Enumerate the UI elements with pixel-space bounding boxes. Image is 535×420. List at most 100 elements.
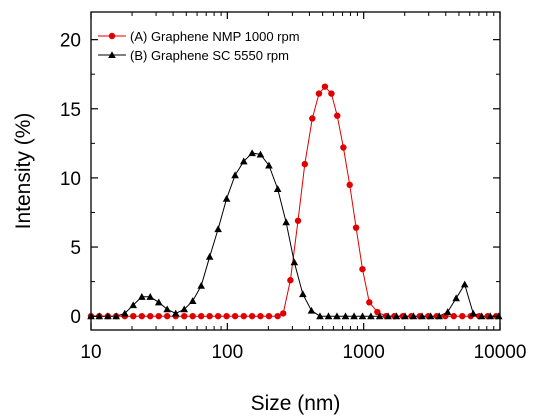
series-1-point <box>418 312 426 320</box>
series-1-point <box>392 312 401 320</box>
series-1-point <box>265 161 273 169</box>
series-0-point <box>130 312 137 320</box>
series-1-point <box>129 301 138 309</box>
series-0-point <box>294 217 302 224</box>
series-1-point <box>239 157 248 165</box>
series-1-point <box>180 305 189 313</box>
series-0-point <box>206 312 213 320</box>
series-0-point <box>334 112 341 119</box>
series-0-point <box>280 310 287 317</box>
y-tick-label: 0 <box>70 307 81 328</box>
series-0-point <box>265 312 273 320</box>
series-1-point <box>222 194 231 202</box>
series-0-point <box>214 312 222 320</box>
series-1-point <box>486 312 495 320</box>
y-tick-label: 10 <box>60 169 81 190</box>
series-1-point <box>163 305 171 313</box>
series-0-point <box>163 312 171 320</box>
series-0-point <box>248 312 256 320</box>
plot-markers <box>87 83 503 320</box>
series-1-point <box>316 312 324 320</box>
series-1-point <box>401 312 409 320</box>
x-axis-ticks <box>90 12 501 330</box>
y-axis-tick-labels: 0 5 10 15 20 <box>60 31 81 329</box>
series-1-point <box>138 293 146 300</box>
series-1-point <box>358 312 367 320</box>
x-tick-label: 1000 <box>343 342 385 363</box>
legend-entry-b: (B) Graphene SC 5550 rpm <box>98 48 289 63</box>
series-1-point <box>248 149 256 157</box>
y-tick-label: 5 <box>70 238 81 259</box>
series-0-point <box>223 312 230 320</box>
series-1-point <box>469 309 478 317</box>
y-tick-label: 20 <box>60 31 81 52</box>
plot-frame <box>90 11 501 331</box>
series-1-point <box>435 312 443 320</box>
series-0-point <box>309 115 316 122</box>
series-1-point <box>231 171 239 179</box>
series-1-point <box>146 293 155 300</box>
series-0-point <box>274 312 281 320</box>
series-0-point <box>189 312 196 320</box>
series-0-point <box>459 312 466 320</box>
series-1-point <box>333 312 341 320</box>
series-0-point <box>321 83 329 90</box>
series-1-point <box>375 312 384 320</box>
series-1-point <box>273 185 282 193</box>
x-axis-tick-labels: 10 100 1000 10000 <box>80 342 526 363</box>
y-axis-ticks <box>91 39 500 317</box>
legend-a-marker <box>108 32 116 40</box>
series-0-point <box>346 181 353 189</box>
series-0-point <box>359 265 366 273</box>
series-0-point <box>147 312 154 320</box>
series-1-point <box>307 306 316 314</box>
series-0-point <box>181 312 188 320</box>
series-1-point <box>290 258 299 266</box>
series-1-point <box>197 281 205 289</box>
series-1-line <box>91 152 499 317</box>
series-0-point <box>374 308 381 316</box>
series-1-point <box>384 312 392 320</box>
series-1-point <box>350 312 358 320</box>
legend-entry-a: (A) Graphene NMP 1000 rpm <box>98 29 300 44</box>
series-1-point <box>95 312 104 320</box>
series-1-point <box>460 280 469 288</box>
series-1-point <box>299 290 307 298</box>
x-tick-label: 10000 <box>474 342 527 363</box>
series-1-point <box>282 218 290 226</box>
series-0-point <box>366 299 373 306</box>
series-1-point <box>341 312 350 320</box>
series-0-point <box>450 312 457 320</box>
series-0-point <box>315 90 323 97</box>
series-1-point <box>121 309 129 317</box>
series-0-line <box>91 85 497 317</box>
series-1-point <box>154 298 163 306</box>
series-1-point <box>443 308 452 316</box>
series-1-point <box>324 312 333 320</box>
series-0-point <box>197 312 205 320</box>
plot-lines <box>91 85 499 317</box>
series-1-point <box>112 312 120 320</box>
y-tick-label: 15 <box>60 100 81 121</box>
series-0-point <box>301 160 308 168</box>
series-1-point <box>205 252 214 260</box>
series-0-point <box>352 224 360 231</box>
series-0-point <box>328 90 335 97</box>
series-0-point <box>138 312 146 320</box>
series-0-point <box>287 277 294 284</box>
series-0-point <box>155 312 162 320</box>
x-tick-label: 10 <box>80 342 101 363</box>
x-tick-label: 100 <box>211 342 243 363</box>
series-1-point <box>426 312 435 320</box>
series-1-point <box>188 297 197 305</box>
series-1-point <box>171 309 180 317</box>
legend-b-marker <box>108 51 116 59</box>
x-axis-label: Size (nm) <box>251 392 341 415</box>
series-0-point <box>231 312 239 320</box>
series-1-point <box>104 312 112 320</box>
y-axis-label: Intensity (%) <box>12 113 35 230</box>
series-1-point <box>452 294 460 302</box>
series-1-point <box>214 225 222 233</box>
series-1-point <box>477 312 486 320</box>
